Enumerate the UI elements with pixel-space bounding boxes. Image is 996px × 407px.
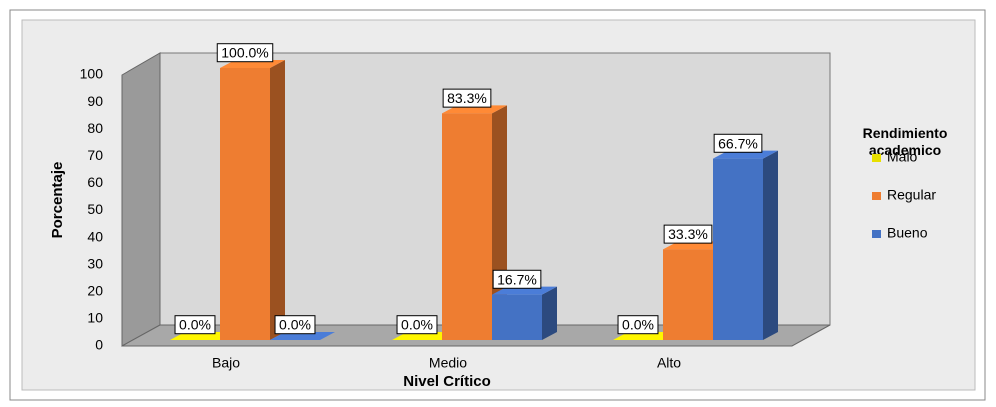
bar (220, 60, 285, 340)
value-label-box (713, 133, 763, 153)
bar (492, 286, 557, 340)
legend-swatch (872, 192, 881, 200)
bar (713, 150, 778, 340)
y-tick-label: 20 (87, 283, 103, 299)
bar-front (492, 294, 542, 340)
legend-label: Malo (887, 149, 918, 165)
value-label: 66.7% (718, 135, 758, 151)
value-label-box (274, 315, 316, 335)
x-axis-title: Nivel Crítico (403, 373, 491, 390)
y-tick-label: 90 (87, 93, 103, 109)
legend-title: Rendimiento academico (862, 125, 948, 158)
x-tick-label: Bajo (212, 355, 240, 371)
value-label: 0.0% (401, 317, 433, 333)
value-label: 0.0% (279, 317, 311, 333)
x-tick-label: Alto (657, 355, 681, 371)
bar-front (220, 68, 270, 340)
y-tick-label: 40 (87, 228, 103, 244)
value-label-box (492, 269, 542, 289)
value-label: 83.3% (447, 90, 487, 106)
value-label-box (396, 315, 438, 335)
y-tick-label: 10 (87, 310, 103, 326)
legend-swatch (872, 230, 881, 238)
value-label-box (442, 88, 492, 108)
y-tick-label: 50 (87, 201, 103, 217)
value-label-box (663, 224, 713, 244)
legend-swatch (872, 154, 881, 162)
legend-title-box: Rendimiento academico (862, 125, 948, 158)
bar-front (442, 113, 492, 340)
y-tick-label: 100 (80, 66, 104, 82)
y-tick-label: 30 (87, 255, 103, 271)
y-axis-title: Porcentaje (49, 162, 66, 239)
bar-front (663, 249, 713, 340)
value-label: 0.0% (622, 317, 654, 333)
value-label: 16.7% (497, 271, 537, 287)
value-label-box (174, 315, 216, 335)
value-label: 100.0% (221, 45, 268, 61)
side-wall (121, 52, 161, 347)
y-tick-label: 0 (95, 337, 103, 353)
value-label-box (216, 43, 274, 63)
y-tick-label: 80 (87, 120, 103, 136)
value-label-box (617, 315, 659, 335)
legend-label: Bueno (887, 225, 928, 241)
bar-side (763, 150, 778, 340)
bar-side (542, 286, 557, 340)
y-tick-label: 60 (87, 174, 103, 190)
legend-label: Regular (887, 187, 936, 203)
value-label: 33.3% (668, 226, 708, 242)
bar-side (270, 60, 285, 340)
y-tick-label: 70 (87, 147, 103, 163)
x-tick-label: Medio (429, 355, 467, 371)
value-label: 0.0% (179, 317, 211, 333)
bar-front (713, 158, 763, 340)
